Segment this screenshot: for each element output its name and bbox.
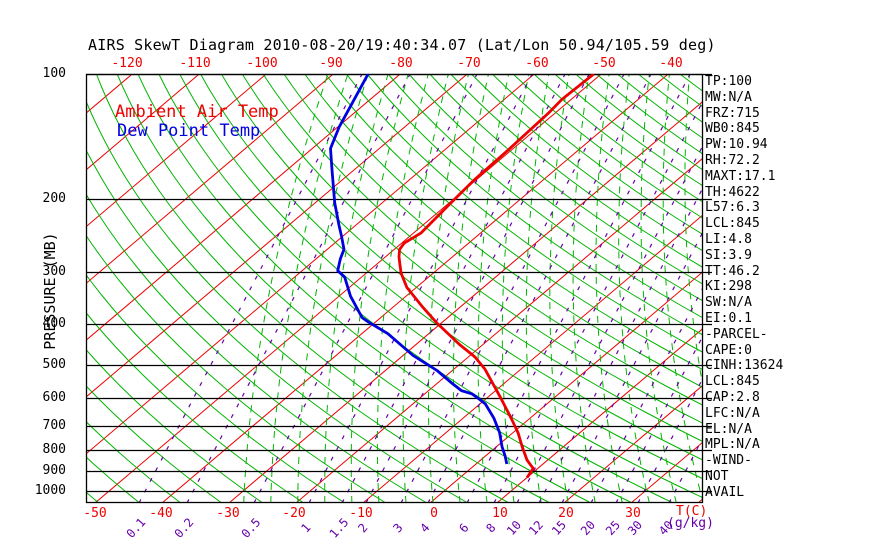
pressure-tick-label: 800: [42, 442, 66, 457]
stat-line: TP:100: [705, 74, 752, 89]
bottom-temp-tick-label: 20: [558, 506, 574, 521]
stat-line: LFC:N/A: [705, 405, 760, 421]
pressure-tick-label: 1000: [34, 483, 66, 498]
stat-line: MW:N/A: [705, 89, 752, 105]
page-title: AIRS SkewT Diagram 2010-08-20/19:40:34.0…: [88, 36, 716, 54]
stat-line: FRZ:715: [705, 105, 760, 121]
stat-line: -WIND-: [705, 453, 752, 469]
stat-line: -PARCEL-: [705, 326, 768, 342]
pressure-tick-label: 500: [42, 357, 66, 372]
stat-line: AVAIL: [705, 484, 745, 500]
bottom-temp-tick-label: -40: [149, 506, 173, 521]
stat-line: SI:3.9: [705, 247, 752, 263]
stat-line: CINH:13624: [705, 358, 784, 374]
stat-line: RH:72.2: [705, 153, 760, 168]
stat-line: NOT: [705, 469, 729, 484]
stat-line: TT:46.2: [705, 263, 760, 279]
temperature-unit-label: T(C): [676, 504, 708, 519]
top-temp-tick-label: -80: [389, 56, 413, 71]
top-temp-tick-label: -100: [246, 56, 278, 71]
stat-line: TH:4622: [705, 184, 760, 200]
pressure-tick-label: 400: [42, 316, 66, 331]
pressure-tick-label: 300: [42, 264, 66, 279]
stat-line: L57:6.3: [705, 200, 760, 216]
pressure-tick-label: 900: [42, 463, 66, 478]
plot-border: [85, 73, 704, 504]
stat-line: EI:0.1: [705, 311, 752, 326]
top-temp-tick-label: -70: [457, 56, 481, 71]
stat-line: SW:N/A: [705, 295, 752, 311]
stat-line: MAXT:17.1: [705, 168, 776, 184]
bottom-temp-tick-label: -50: [83, 506, 107, 521]
pressure-gridlines: [86, 73, 712, 493]
stat-line: LCL:845: [705, 374, 760, 390]
stat-line: MPL:N/A: [705, 437, 760, 453]
stat-line: LI:4.8: [705, 232, 752, 247]
top-temp-tick-label: -60: [525, 56, 549, 71]
pressure-tick-label: 100: [42, 66, 66, 81]
dew-point-temp-profile-line: [329, 74, 509, 465]
top-temp-tick-label: -90: [319, 56, 343, 71]
pressure-axis-label: PRESSURE (MB): [41, 232, 59, 350]
stat-line: CAP:2.8: [705, 390, 760, 405]
top-temp-tick-label: -40: [659, 56, 683, 71]
mixing-ratio-unit-label: (g/kg): [667, 516, 714, 531]
stat-line: KI:298: [705, 279, 752, 295]
bottom-temp-tick-label: 10: [492, 506, 508, 521]
stat-line: PW:10.94: [705, 137, 768, 153]
top-temp-tick-label: -50: [592, 56, 616, 71]
stat-line: CAPE:0: [705, 342, 752, 358]
legend-ambient-air-temp: Ambient Air Temp: [115, 102, 279, 122]
moist-adiabat-lines: [243, 74, 703, 503]
bottom-temp-tick-label: 0: [430, 506, 438, 521]
ambient-air-temp-profile-line: [397, 74, 595, 479]
stat-line: EL:N/A: [705, 421, 752, 437]
pressure-tick-label: 600: [42, 390, 66, 405]
mixing-ratio-lines: [138, 74, 703, 503]
legend-dew-point-temp: Dew Point Temp: [117, 121, 261, 141]
bottom-temp-tick-label: 30: [625, 506, 641, 521]
bottom-temp-tick-label: -10: [349, 506, 373, 521]
pressure-tick-label: 200: [42, 191, 66, 206]
top-temp-tick-label: -120: [111, 56, 143, 71]
stat-line: LCL:845: [705, 216, 760, 232]
pressure-tick-label: 700: [42, 418, 66, 433]
dry-adiabat-lines: [86, 74, 703, 503]
stat-line: WB0:845: [705, 121, 760, 137]
bottom-temp-tick-label: -30: [216, 506, 240, 521]
top-temp-tick-label: -110: [179, 56, 211, 71]
bottom-temp-tick-label: -20: [282, 506, 306, 521]
